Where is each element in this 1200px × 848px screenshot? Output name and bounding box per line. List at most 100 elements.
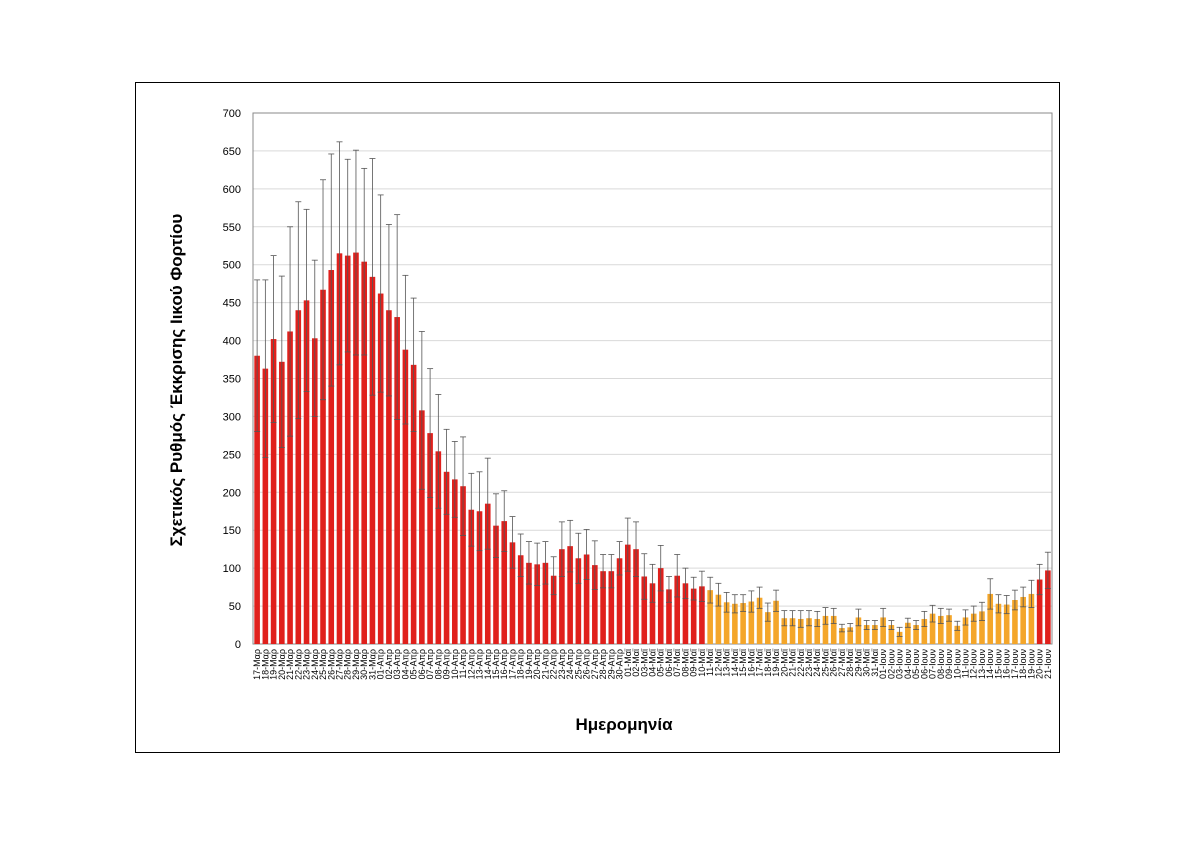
bar [279,361,285,644]
bar [773,600,779,644]
bar [262,368,269,644]
x-tick-label: 21-Απρ [540,649,550,679]
bar [863,625,870,644]
x-tick-label: 26-Απρ [582,649,592,679]
bar [699,586,705,644]
y-tick-label: 300 [223,411,241,423]
x-tick-label: 09-Ιουν [944,649,954,679]
x-tick-label: 31-Μαρ [367,649,377,680]
x-tick-label: 19-Απρ [524,649,534,679]
bar [913,625,919,644]
x-tick-label: 20-Μαϊ [779,648,789,677]
x-tick-label: 11-Απρ [458,649,468,679]
x-tick-label: 13-Απρ [475,649,485,679]
y-tick-label: 450 [223,298,241,310]
bar [303,300,310,644]
bar [723,602,730,644]
x-tick-label: 06-Απρ [417,649,427,679]
y-tick-label: 700 [223,108,241,120]
bar [954,625,961,644]
bar [369,276,376,644]
x-tick-label: 19-Ιουν [1026,649,1036,679]
bar [888,625,895,644]
x-tick-label: 05-Απρ [409,649,419,679]
x-tick-label: 04-Ιουν [903,649,913,679]
x-tick-label: 03-Μαϊ [639,648,649,677]
y-tick-label: 550 [223,222,241,234]
bar [1045,570,1051,644]
bar [715,594,722,644]
x-tick-label: 16-Απρ [499,649,509,679]
x-tick-label: 20-Απρ [532,649,542,679]
x-tick-label: 26-Μαϊ [829,648,839,677]
x-tick-label: 14-Απρ [483,649,493,679]
bar [295,310,302,644]
x-tick-label: 09-Απρ [442,649,452,679]
x-axis-title: Ημερομηνία [575,715,673,734]
bar [682,583,689,644]
x-tick-label: 03-Απρ [392,649,402,679]
bar [452,479,458,644]
y-tick-label: 500 [223,260,241,272]
bar [674,575,681,644]
x-tick-label: 22-Απρ [549,649,559,679]
bar [789,618,796,644]
bar [740,603,746,644]
bar [616,558,623,644]
bar [410,364,417,644]
bar [328,270,335,644]
bar [542,562,549,644]
bar [872,625,878,644]
y-tick-label: 200 [223,487,241,499]
x-tick-label: 08-Απρ [433,649,443,679]
x-tick-label: 01-Μαϊ [623,648,633,677]
bar [435,451,442,644]
bar [575,558,582,644]
bar [254,355,260,644]
x-tick-label: 24-Μαϊ [812,648,822,677]
x-tick-label: 27-Μαρ [334,649,344,680]
bar [534,564,540,644]
x-tick-label: 10-Μαϊ [697,648,707,677]
x-tick-label: 16-Ιουν [1002,649,1012,679]
x-tick-label: 05-Ιουν [911,649,921,679]
x-tick-label: 27-Μαϊ [837,648,847,677]
bar [583,554,590,644]
bar [896,631,903,644]
bar [946,615,952,644]
bar [732,603,738,644]
x-tick-label: 11-Ιουν [961,649,971,679]
bar [427,433,433,644]
x-tick-label: 28-Απρ [598,649,608,679]
bar [995,603,1002,644]
x-tick-label: 14-Ιουν [985,649,995,679]
bar [344,255,351,644]
x-tick-label: 18-Ιουν [1018,649,1028,679]
x-tick-label: 28-Μαϊ [845,648,855,677]
bar [1028,593,1035,644]
bar [468,509,475,644]
bar [517,555,524,644]
bar [855,617,862,644]
bar [270,339,277,644]
bar [707,590,713,644]
bar [839,628,845,644]
bar [386,310,392,644]
x-tick-label: 05-Μαϊ [656,648,666,677]
x-tick-label: 13-Μαϊ [722,648,732,677]
x-tick-label: 17-Ιουν [1010,649,1020,679]
x-tick-label: 25-Μαϊ [820,648,830,677]
x-tick-label: 15-Απρ [491,649,501,679]
x-tick-label: 30-Μαρ [359,649,369,680]
x-tick-label: 23-Μαρ [302,649,312,680]
chart-border [135,82,1060,753]
x-tick-label: 21-Ιουν [1043,649,1053,679]
bar [748,601,755,644]
bar [624,544,631,644]
x-tick-label: 11-Μαϊ [705,648,715,676]
bar [806,618,812,644]
x-tick-label: 29-Μαϊ [853,648,863,677]
x-tick-label: 14-Μαϊ [730,648,740,677]
x-tick-label: 28-Μαρ [343,649,353,680]
